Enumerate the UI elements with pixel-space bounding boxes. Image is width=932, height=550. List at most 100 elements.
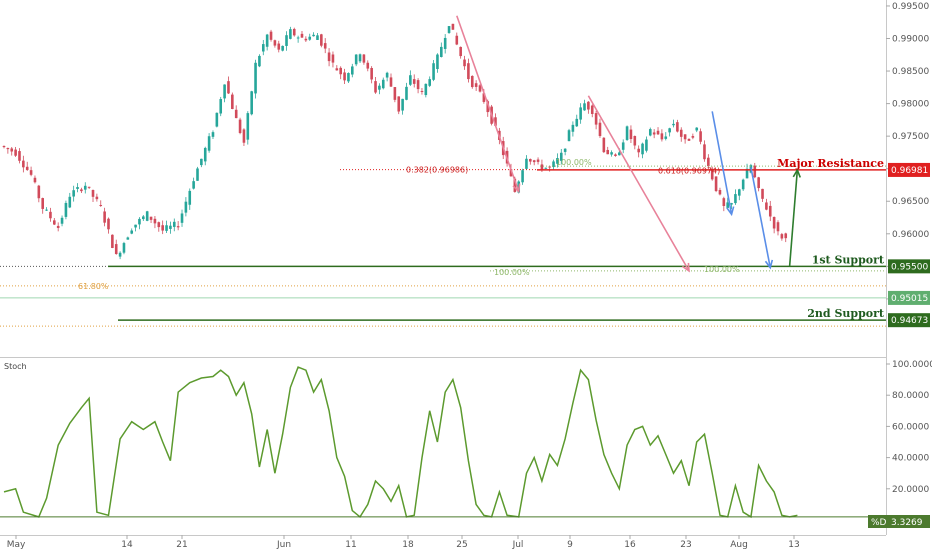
price-tick-label: 0.98500 — [892, 67, 929, 77]
candle-down — [153, 218, 157, 224]
candle-down — [300, 33, 304, 38]
trend-arrow-shaft — [456, 15, 520, 192]
candle-down — [6, 147, 10, 150]
candle-up — [215, 112, 219, 127]
candle-down — [707, 157, 710, 167]
candle-down — [765, 202, 768, 210]
candle-down — [761, 188, 764, 199]
candle-up — [60, 217, 64, 224]
candle-up — [734, 194, 737, 204]
stochastic-panel: Stoch 20.0000 40.0000 60.0000 80.0000 100.00… — [0, 360, 932, 528]
candle-up — [207, 136, 211, 151]
candle-down — [327, 52, 331, 62]
candle-down — [231, 94, 234, 110]
trend-arrow-head — [512, 183, 521, 194]
stoch-title: Stoch — [4, 362, 27, 371]
level-labels: Major Resistance 0.96981 0.95015 1st Suppor… — [78, 157, 930, 328]
candle-up — [567, 130, 571, 142]
candle-down — [91, 189, 95, 197]
time-tick-label: 25 — [456, 540, 467, 550]
candle-down — [397, 96, 401, 112]
trend-arrow-head — [764, 259, 774, 270]
time-axis-ticks: May 14 21 Jun 11 18 25 Jul 9 16 23 Aug 13 — [7, 535, 800, 550]
candle-up — [200, 158, 203, 166]
candle-down — [41, 198, 44, 209]
time-tick-label: 16 — [624, 540, 636, 550]
candle-up — [64, 202, 68, 217]
trend-arrow-shaft — [750, 167, 772, 268]
candle-up — [738, 189, 741, 196]
fib-618-label: 61.80% — [78, 282, 109, 291]
candle-up — [401, 98, 404, 111]
candle-up — [409, 75, 412, 85]
candle-down — [339, 67, 342, 75]
candle-up — [559, 152, 563, 161]
candle-down — [273, 40, 277, 46]
candle-up — [443, 37, 447, 49]
price-tick-label: 0.98000 — [892, 100, 929, 110]
candlesticks — [2, 23, 788, 260]
candle-down — [606, 149, 610, 155]
second-support-price-tag — [888, 313, 930, 328]
candle-down — [323, 43, 327, 49]
candle-up — [583, 103, 586, 111]
trend-arrow-shaft — [587, 95, 690, 272]
candle-up — [312, 34, 315, 37]
candle-down — [474, 83, 478, 87]
horizontal-levels — [0, 165, 886, 327]
candle-up — [188, 190, 192, 205]
candle-up — [579, 107, 582, 120]
candle-down — [710, 168, 714, 180]
candle-up — [730, 203, 733, 205]
candle-up — [556, 158, 559, 164]
time-tick-label: 11 — [345, 540, 356, 550]
candle-down — [343, 72, 346, 81]
candle-down — [486, 101, 490, 113]
candle-up — [258, 55, 261, 67]
candle-up — [45, 209, 48, 211]
time-tick-label: 13 — [788, 540, 799, 550]
stoch-d-tag — [868, 515, 888, 528]
candle-down — [529, 159, 532, 162]
candle-down — [451, 23, 455, 30]
candle-up — [122, 243, 126, 253]
time-tick-label: 14 — [121, 540, 133, 550]
candle-down — [467, 63, 470, 80]
candle-down — [335, 68, 339, 71]
candle-down — [95, 196, 99, 200]
price-tick-label: 0.96500 — [892, 197, 929, 207]
price-tick-label: 0.97500 — [892, 132, 929, 142]
candle-down — [629, 129, 633, 139]
price-tick-label: 0.99000 — [892, 35, 929, 45]
second-support-price-value: 0.94673 — [891, 316, 928, 326]
candle-down — [269, 31, 273, 40]
candle-down — [370, 67, 373, 80]
candle-down — [594, 113, 598, 125]
candle-up — [571, 124, 575, 132]
candle-up — [741, 179, 745, 190]
fib-100-label-b: 100.00% — [704, 265, 740, 274]
candle-up — [68, 196, 72, 208]
candle-up — [250, 91, 253, 115]
candle-up — [219, 99, 223, 114]
first-support-label: 1st Support — [812, 253, 885, 266]
candle-down — [242, 129, 246, 143]
candle-up — [378, 85, 381, 90]
trend-arrow-head — [792, 168, 801, 178]
candle-up — [223, 84, 226, 99]
trend-arrow-head — [726, 206, 735, 217]
candle-up — [83, 185, 87, 190]
candle-up — [648, 129, 652, 136]
price-tick-label: 0.96000 — [892, 230, 929, 240]
current-price-tag — [888, 290, 930, 305]
candle-up — [308, 36, 312, 40]
candle-down — [227, 81, 230, 94]
stoch-last-tag — [888, 515, 930, 528]
candle-up — [184, 201, 188, 213]
candle-down — [509, 169, 513, 177]
fib-382-label: 0.382(0.96986) — [406, 166, 468, 175]
candle-up — [358, 54, 362, 62]
candle-down — [602, 137, 606, 153]
time-tick-label: Jun — [276, 540, 291, 550]
candle-down — [676, 122, 679, 132]
